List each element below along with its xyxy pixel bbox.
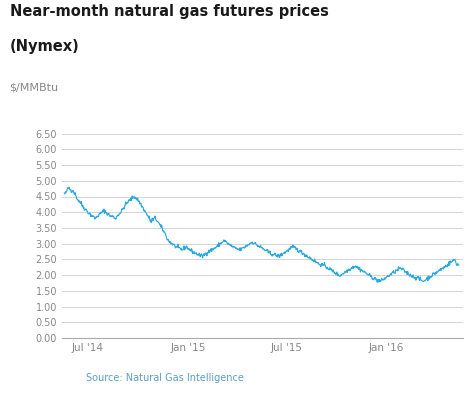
Text: Near-month natural gas futures prices: Near-month natural gas futures prices bbox=[10, 4, 328, 19]
Text: (Nymex): (Nymex) bbox=[10, 39, 79, 54]
Text: $/MMBtu: $/MMBtu bbox=[10, 83, 59, 92]
Text: Source: Natural Gas Intelligence: Source: Natural Gas Intelligence bbox=[86, 373, 243, 383]
